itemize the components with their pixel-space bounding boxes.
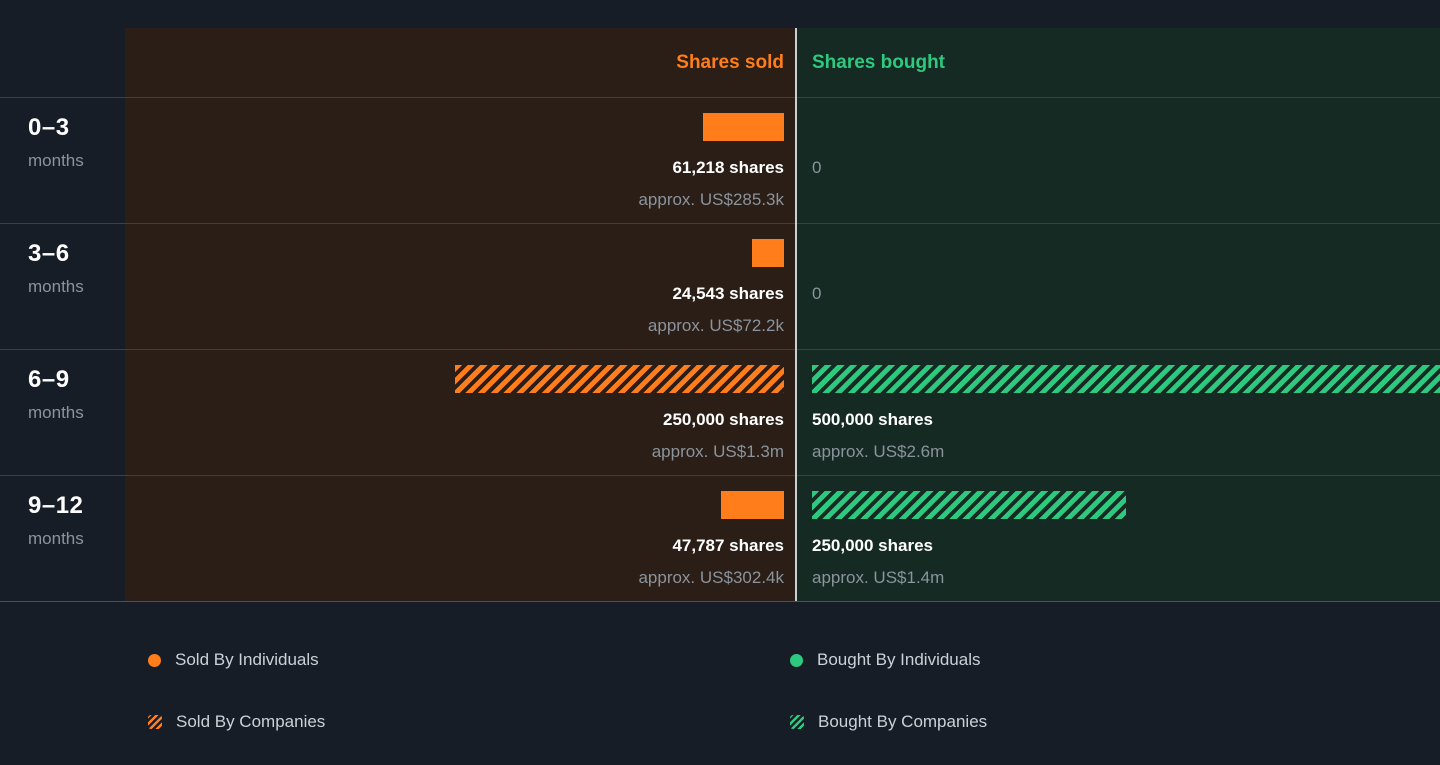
- period-range: 9–12: [28, 492, 84, 519]
- bought-cell: 250,000 shares approx. US$1.4m: [796, 476, 1440, 601]
- table-row: 0–3 months 61,218 shares approx. US$285.…: [0, 97, 1440, 223]
- sold-shares-value: 250,000 shares: [663, 410, 784, 429]
- sold-companies-marker-icon: [148, 715, 162, 729]
- bought-individuals-marker-icon: [790, 653, 803, 667]
- sold-approx-value: approx. US$302.4k: [638, 568, 784, 587]
- period-unit: months: [28, 277, 84, 296]
- period-unit: months: [28, 403, 84, 422]
- legend-label: Sold By Individuals: [175, 650, 319, 669]
- table-row: 3–6 months 24,543 shares approx. US$72.2…: [0, 223, 1440, 349]
- sold-individuals-marker-icon: [148, 653, 161, 667]
- shares-table: Shares sold Shares bought 0–3 months 61,…: [0, 28, 1440, 602]
- sold-cell: 47,787 shares approx. US$302.4k: [125, 476, 796, 601]
- legend-item-bought-individuals: Bought By Individuals: [790, 650, 1408, 670]
- sold-bar-track: [125, 365, 784, 393]
- bought-shares-value: 0: [812, 284, 822, 303]
- bought-bar-track: [812, 365, 1440, 393]
- bought-bar: [812, 365, 1440, 393]
- legend-label: Sold By Companies: [176, 712, 326, 731]
- sold-bar: [703, 113, 784, 141]
- period-header-spacer: [0, 28, 125, 97]
- period-label: 9–12 months: [0, 476, 125, 601]
- table-row: 9–12 months 47,787 shares approx. US$302…: [0, 475, 1440, 601]
- shares-sold-header: Shares sold: [125, 28, 796, 97]
- bought-approx-value: approx. US$2.6m: [812, 442, 945, 461]
- sold-bar-track: [125, 491, 784, 519]
- bought-cell: 0: [796, 224, 1440, 349]
- sold-approx-value: approx. US$72.2k: [647, 316, 784, 335]
- legend-label: Bought By Companies: [818, 712, 988, 731]
- period-label: 3–6 months: [0, 224, 125, 349]
- bought-shares-value: 500,000 shares: [812, 410, 933, 429]
- shares-bought-header: Shares bought: [796, 28, 1440, 97]
- period-range: 0–3: [28, 114, 70, 141]
- sold-bar-track: [125, 239, 784, 267]
- sold-approx-value: approx. US$285.3k: [638, 190, 784, 209]
- sold-shares-value: 24,543 shares: [672, 284, 784, 303]
- period-unit: months: [28, 151, 84, 170]
- bought-companies-marker-icon: [790, 715, 804, 729]
- bought-bar: [812, 491, 1126, 519]
- legend-item-sold-companies: Sold By Companies: [148, 712, 790, 732]
- sold-shares-value: 47,787 shares: [672, 536, 784, 555]
- bought-bar-track: [812, 239, 1440, 267]
- sold-shares-value: 61,218 shares: [672, 158, 784, 177]
- sold-cell: 250,000 shares approx. US$1.3m: [125, 350, 796, 475]
- sold-bar: [454, 365, 784, 393]
- legend-item-bought-companies: Bought By Companies: [790, 712, 1408, 732]
- bought-bar-track: [812, 113, 1440, 141]
- period-unit: months: [28, 529, 84, 548]
- period-range: 6–9: [28, 366, 70, 393]
- sold-cell: 61,218 shares approx. US$285.3k: [125, 98, 796, 223]
- period-label: 6–9 months: [0, 350, 125, 475]
- bought-approx-value: approx. US$1.4m: [812, 568, 945, 587]
- legend: Sold By Individuals Bought By Individual…: [148, 650, 1408, 732]
- sold-approx-value: approx. US$1.3m: [651, 442, 784, 461]
- bought-bar-track: [812, 491, 1440, 519]
- sold-bar: [751, 239, 784, 267]
- legend-label: Bought By Individuals: [817, 650, 981, 669]
- bought-cell: 500,000 shares approx. US$2.6m: [796, 350, 1440, 475]
- bought-shares-value: 250,000 shares: [812, 536, 933, 555]
- sold-bar-track: [125, 113, 784, 141]
- table-header-row: Shares sold Shares bought: [0, 28, 1440, 97]
- bought-shares-value: 0: [812, 158, 822, 177]
- bought-cell: 0: [796, 98, 1440, 223]
- sold-cell: 24,543 shares approx. US$72.2k: [125, 224, 796, 349]
- period-range: 3–6: [28, 240, 70, 267]
- sold-bar: [721, 491, 784, 519]
- period-label: 0–3 months: [0, 98, 125, 223]
- legend-item-sold-individuals: Sold By Individuals: [148, 650, 790, 670]
- table-row: 6–9 months 250,000 shares approx. US$1.3…: [0, 349, 1440, 475]
- column-divider: [795, 28, 797, 601]
